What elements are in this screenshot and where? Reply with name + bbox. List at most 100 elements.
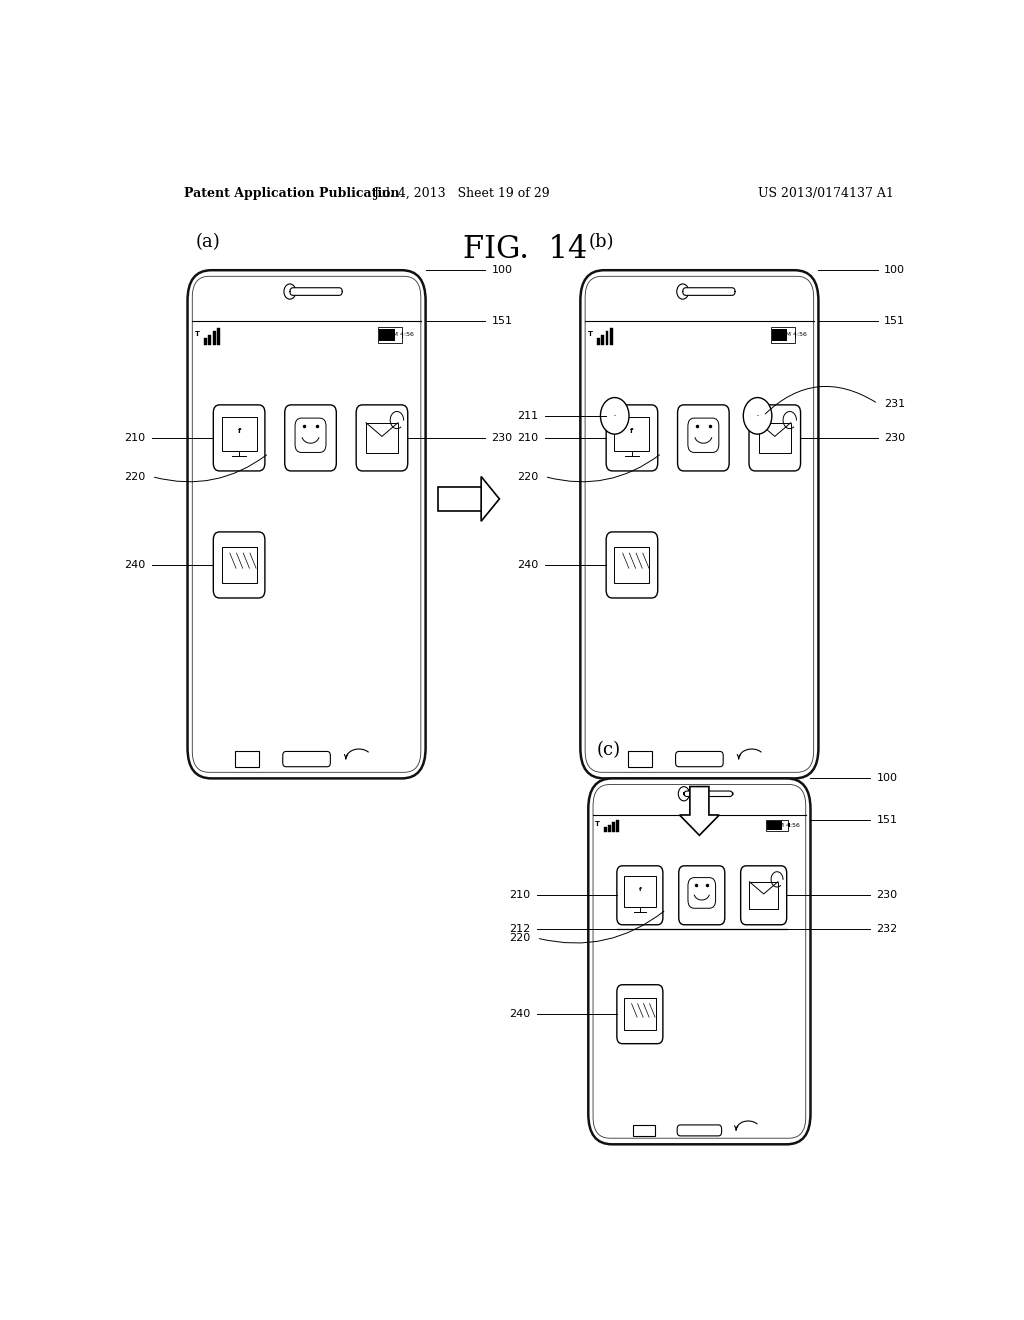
Text: 210: 210 [124, 433, 145, 444]
Bar [209, 335, 211, 345]
Bar [750, 882, 778, 909]
Bar [378, 327, 401, 343]
Text: Jul. 4, 2013   Sheet 19 of 29: Jul. 4, 2013 Sheet 19 of 29 [373, 187, 550, 201]
Bar [221, 417, 257, 451]
FancyBboxPatch shape [676, 751, 723, 767]
Text: T: T [588, 330, 592, 337]
Text: 210: 210 [509, 890, 530, 900]
Text: 210: 210 [517, 433, 539, 444]
Bar [633, 1125, 655, 1137]
Text: 212: 212 [509, 924, 530, 933]
FancyBboxPatch shape [606, 532, 657, 598]
Polygon shape [680, 787, 719, 836]
FancyBboxPatch shape [213, 532, 265, 598]
Bar [223, 546, 257, 579]
Bar [614, 417, 649, 451]
Text: 240: 240 [124, 560, 145, 570]
FancyBboxPatch shape [688, 418, 719, 453]
Text: 240: 240 [509, 1010, 530, 1019]
Circle shape [743, 397, 772, 434]
FancyBboxPatch shape [606, 405, 657, 471]
Bar [213, 331, 216, 345]
Bar [217, 327, 220, 345]
Text: PM 4:56: PM 4:56 [774, 822, 800, 828]
Bar [771, 327, 795, 343]
Text: f: f [238, 428, 241, 434]
FancyBboxPatch shape [616, 985, 663, 1044]
Text: 100: 100 [492, 265, 512, 275]
Bar [767, 821, 781, 829]
FancyBboxPatch shape [683, 288, 735, 296]
Text: PM 4:56: PM 4:56 [781, 333, 807, 338]
FancyBboxPatch shape [283, 751, 331, 767]
Bar [366, 422, 398, 453]
Text: 230: 230 [877, 890, 897, 900]
Text: 211: 211 [517, 411, 539, 421]
Text: 230: 230 [885, 433, 905, 444]
Text: 220: 220 [124, 471, 145, 482]
Text: FIG.  14: FIG. 14 [463, 235, 587, 265]
Bar [608, 825, 610, 832]
Text: 151: 151 [877, 816, 897, 825]
FancyBboxPatch shape [588, 779, 811, 1144]
Text: T: T [595, 821, 600, 828]
Bar [766, 820, 788, 830]
Bar [628, 751, 652, 767]
Text: PM 4:56: PM 4:56 [389, 333, 414, 338]
Bar [625, 998, 655, 1031]
Text: US 2013/0174137 A1: US 2013/0174137 A1 [759, 187, 894, 201]
Bar [597, 338, 600, 345]
Text: f: f [639, 887, 641, 892]
Bar [601, 335, 604, 345]
Text: f: f [631, 428, 634, 434]
Text: (c): (c) [596, 741, 621, 759]
Bar [604, 828, 606, 832]
Bar [379, 329, 394, 342]
Bar [759, 422, 791, 453]
FancyBboxPatch shape [193, 276, 421, 772]
Bar [615, 546, 649, 579]
Bar [605, 331, 608, 345]
FancyBboxPatch shape [688, 878, 716, 908]
FancyBboxPatch shape [593, 784, 806, 1138]
FancyBboxPatch shape [740, 866, 786, 925]
Text: 100: 100 [885, 265, 905, 275]
Polygon shape [437, 487, 489, 511]
FancyBboxPatch shape [585, 276, 814, 772]
Bar [617, 546, 649, 577]
Bar [612, 822, 614, 832]
FancyBboxPatch shape [290, 288, 342, 296]
FancyBboxPatch shape [616, 866, 663, 925]
FancyBboxPatch shape [684, 791, 733, 796]
Bar [614, 546, 649, 583]
FancyBboxPatch shape [285, 405, 336, 471]
FancyBboxPatch shape [213, 405, 265, 471]
Text: 151: 151 [492, 315, 512, 326]
Bar [626, 998, 655, 1027]
FancyBboxPatch shape [356, 405, 408, 471]
Text: T: T [195, 330, 200, 337]
FancyBboxPatch shape [295, 418, 326, 453]
Text: 230: 230 [492, 433, 513, 444]
Text: 151: 151 [885, 315, 905, 326]
FancyBboxPatch shape [749, 405, 801, 471]
FancyBboxPatch shape [187, 271, 426, 779]
FancyBboxPatch shape [581, 271, 818, 779]
Text: 240: 240 [517, 560, 539, 570]
Text: 231: 231 [885, 399, 905, 409]
Bar [221, 546, 257, 583]
Text: 232: 232 [877, 924, 898, 933]
Bar [772, 329, 787, 342]
Circle shape [600, 397, 629, 434]
FancyBboxPatch shape [677, 1125, 722, 1137]
FancyBboxPatch shape [679, 866, 725, 925]
Polygon shape [481, 477, 500, 521]
Bar [615, 820, 618, 832]
Text: 100: 100 [877, 774, 897, 783]
Text: 220: 220 [517, 471, 539, 482]
Bar [204, 338, 207, 345]
Bar [401, 333, 403, 338]
Bar [625, 876, 655, 907]
FancyBboxPatch shape [678, 405, 729, 471]
Bar [795, 333, 797, 338]
